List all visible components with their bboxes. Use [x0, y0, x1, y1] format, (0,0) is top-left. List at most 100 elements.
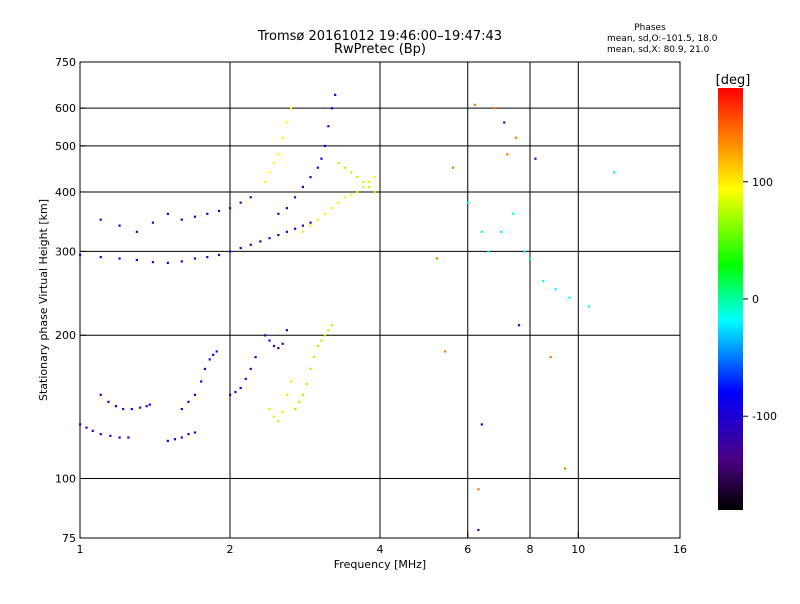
- data-point: [187, 433, 190, 436]
- y-tick-label: 750: [55, 56, 76, 69]
- data-point: [193, 393, 197, 396]
- data-point: [320, 157, 323, 160]
- data-point: [139, 406, 142, 409]
- y-tick-label: 500: [55, 140, 76, 153]
- data-point: [289, 380, 293, 383]
- data-point: [343, 166, 347, 169]
- data-point: [316, 344, 319, 348]
- data-point: [473, 103, 477, 106]
- data-point: [323, 212, 327, 215]
- data-point: [180, 407, 183, 411]
- y-axis-label: Stationary phase Virtual Height [km]: [37, 199, 50, 401]
- colorbar: [deg] 100 0 -100: [716, 73, 777, 510]
- data-point: [187, 400, 190, 403]
- data-point: [127, 436, 130, 439]
- data-points: [79, 93, 616, 532]
- data-point: [99, 256, 102, 259]
- data-point: [301, 185, 305, 189]
- data-point: [193, 215, 197, 218]
- plot-area: [79, 61, 681, 539]
- colorbar-tick-label: 0: [752, 293, 759, 306]
- data-point: [549, 356, 552, 359]
- colorbar-gradient: [718, 88, 743, 510]
- x-axis-label: Frequency [MHz]: [334, 558, 426, 571]
- data-point: [330, 207, 333, 210]
- data-point: [272, 344, 276, 348]
- data-point: [200, 380, 203, 383]
- data-point: [362, 185, 365, 189]
- data-point: [529, 257, 532, 260]
- data-point: [293, 407, 297, 411]
- data-point: [206, 256, 209, 259]
- data-point: [244, 377, 247, 381]
- data-point: [180, 436, 183, 439]
- data-point: [206, 212, 209, 215]
- chart-subtitle: RwPretec (Bp): [334, 42, 426, 57]
- data-point: [568, 296, 571, 299]
- data-point: [477, 528, 480, 532]
- y-tick-label: 600: [55, 102, 76, 115]
- data-point: [203, 367, 206, 371]
- data-point: [435, 257, 438, 260]
- data-point: [309, 175, 312, 179]
- data-point: [166, 439, 169, 443]
- data-point: [327, 329, 330, 332]
- data-point: [330, 107, 333, 110]
- data-point: [272, 162, 276, 165]
- data-point: [350, 193, 353, 196]
- data-point: [506, 153, 509, 156]
- x-tick-label: 4: [377, 543, 384, 556]
- data-point: [367, 180, 371, 184]
- data-point: [480, 423, 483, 426]
- data-point: [122, 407, 125, 411]
- data-point: [285, 329, 288, 332]
- phase-x-stats: mean, sd,X: 80.9, 21.0: [607, 45, 710, 55]
- data-point: [268, 339, 271, 342]
- data-point: [79, 253, 82, 257]
- data-point: [285, 207, 288, 210]
- data-point: [173, 438, 177, 441]
- data-point: [166, 212, 169, 215]
- data-point: [563, 467, 567, 470]
- data-point: [542, 280, 545, 283]
- data-point: [277, 347, 280, 350]
- data-point: [118, 257, 121, 260]
- data-point: [229, 250, 232, 253]
- data-point: [309, 367, 312, 371]
- data-point: [268, 171, 271, 174]
- data-point: [208, 358, 211, 361]
- data-point: [451, 166, 455, 169]
- data-point: [301, 230, 305, 233]
- data-point: [323, 334, 327, 337]
- data-point: [277, 233, 280, 237]
- data-point: [151, 261, 155, 264]
- data-point: [239, 201, 242, 204]
- data-point: [239, 247, 242, 250]
- data-point: [320, 339, 323, 342]
- data-point: [356, 190, 359, 194]
- data-point: [85, 426, 88, 429]
- data-point: [249, 367, 252, 371]
- data-point: [109, 434, 112, 437]
- y-tick-label: 400: [55, 186, 76, 199]
- colorbar-tick-label: -100: [752, 410, 777, 423]
- data-point: [268, 237, 271, 240]
- data-point: [99, 218, 102, 221]
- y-tick-label: 100: [55, 473, 76, 486]
- data-point: [151, 221, 155, 224]
- data-point: [350, 171, 353, 174]
- x-tick-label: 10: [571, 543, 585, 556]
- data-point: [330, 324, 333, 327]
- data-point: [239, 386, 242, 390]
- data-point: [477, 488, 480, 491]
- x-tick-label: 2: [227, 543, 234, 556]
- data-point: [259, 240, 262, 243]
- data-point: [554, 288, 557, 291]
- colorbar-tick-label: 100: [752, 176, 773, 189]
- data-point: [107, 400, 110, 403]
- data-point: [193, 431, 197, 434]
- data-point: [327, 125, 330, 128]
- data-point: [180, 218, 183, 221]
